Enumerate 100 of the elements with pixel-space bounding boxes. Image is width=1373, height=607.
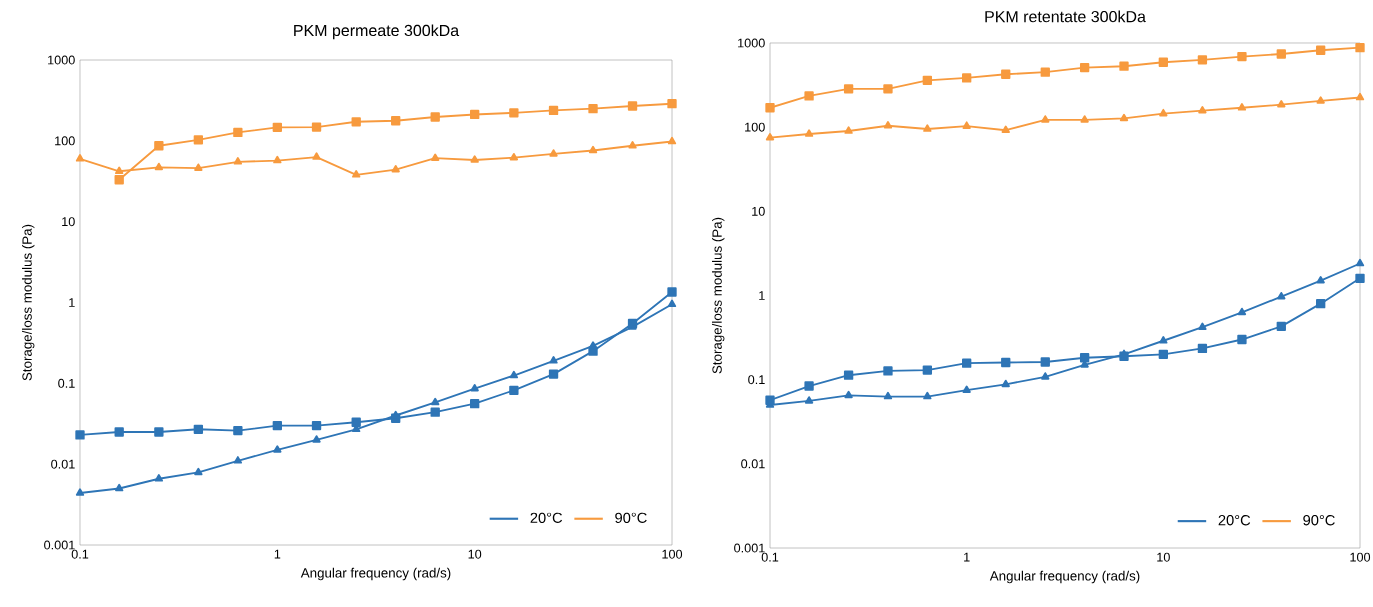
- point: [1237, 103, 1247, 111]
- point: [1040, 357, 1050, 367]
- point: [804, 91, 814, 101]
- y-tick-label: 10: [62, 217, 75, 227]
- point: [470, 399, 480, 409]
- x-tick-label: 0.1: [71, 549, 89, 559]
- y-tick-label: 1: [759, 291, 765, 300]
- point: [430, 407, 440, 417]
- y-tick-label: 0.001: [734, 543, 765, 553]
- y-tick-label: 100: [745, 122, 765, 132]
- point: [1041, 372, 1050, 380]
- y-tick-label: 1000: [48, 55, 75, 65]
- point: [1159, 336, 1168, 344]
- x-axis-title: Angular frequency (rad/s): [300, 567, 451, 581]
- point: [233, 456, 243, 464]
- point: [431, 153, 440, 161]
- point: [1355, 273, 1365, 283]
- point: [549, 149, 558, 157]
- point: [1158, 57, 1169, 67]
- point: [1119, 113, 1129, 122]
- point: [312, 435, 321, 443]
- y-tick-label: 1000: [738, 38, 765, 48]
- point: [115, 166, 124, 175]
- point: [1316, 96, 1325, 104]
- x-tick-label: 1: [274, 549, 281, 559]
- point: [273, 445, 282, 453]
- chart-title: PKM permeate 300kDa: [294, 24, 460, 40]
- point: [667, 287, 677, 297]
- point: [115, 483, 124, 492]
- point: [1079, 62, 1090, 73]
- point: [548, 369, 559, 379]
- point: [154, 141, 164, 151]
- point: [883, 121, 893, 129]
- point: [923, 391, 932, 400]
- point: [311, 420, 322, 431]
- point: [1080, 115, 1089, 123]
- point: [1316, 298, 1326, 309]
- point: [470, 109, 480, 120]
- point: [509, 152, 519, 161]
- point: [1158, 349, 1169, 360]
- point: [1276, 49, 1286, 59]
- point: [549, 356, 558, 364]
- point: [194, 467, 203, 476]
- point: [233, 127, 243, 138]
- point: [509, 108, 519, 118]
- point: [351, 117, 361, 127]
- point: [1159, 108, 1168, 117]
- point: [962, 121, 971, 129]
- point: [1355, 258, 1365, 267]
- point: [193, 135, 204, 145]
- point: [273, 155, 282, 164]
- point: [233, 157, 243, 165]
- point: [272, 122, 283, 132]
- legend-label: 90°C: [615, 512, 647, 523]
- x-axis-title: Angular frequency (rad/s): [989, 570, 1140, 584]
- point: [922, 75, 933, 86]
- y-tick-label: 10: [752, 206, 765, 216]
- y-tick-label: 0.01: [51, 459, 75, 469]
- point: [1355, 43, 1365, 53]
- point: [311, 122, 322, 132]
- point: [1197, 343, 1208, 354]
- point: [154, 162, 164, 171]
- point: [588, 145, 598, 154]
- point: [843, 370, 854, 380]
- point: [1197, 55, 1208, 65]
- chart-title: PKM retentate 300kDa: [985, 10, 1146, 23]
- point: [391, 116, 401, 126]
- point: [843, 84, 854, 94]
- point: [883, 366, 893, 376]
- point: [962, 73, 972, 83]
- point: [351, 417, 361, 427]
- point: [1316, 276, 1325, 284]
- point: [1277, 100, 1286, 108]
- y-axis-title: Storage/loss modulus (Pa): [712, 217, 725, 374]
- point: [1001, 69, 1011, 79]
- point: [1237, 51, 1247, 62]
- point: [509, 370, 519, 379]
- point: [75, 154, 85, 162]
- point: [1355, 92, 1365, 101]
- point: [1198, 322, 1207, 331]
- point: [194, 163, 203, 171]
- point: [804, 396, 814, 404]
- point: [1237, 307, 1247, 316]
- point: [1316, 45, 1326, 55]
- point: [765, 103, 775, 113]
- y-axis-title: Storage/loss modulus (Pa): [22, 224, 35, 381]
- point: [1277, 291, 1286, 300]
- point: [1237, 334, 1247, 345]
- point: [923, 124, 932, 132]
- point: [1001, 125, 1010, 134]
- point: [233, 425, 243, 436]
- point: [430, 112, 440, 122]
- point: [765, 133, 775, 141]
- point: [627, 101, 638, 111]
- point: [1001, 379, 1010, 388]
- legend-label: 20°C: [530, 512, 563, 523]
- point: [844, 126, 853, 134]
- point: [844, 390, 853, 399]
- y-tick-label: 0.001: [44, 540, 75, 550]
- point: [470, 155, 479, 163]
